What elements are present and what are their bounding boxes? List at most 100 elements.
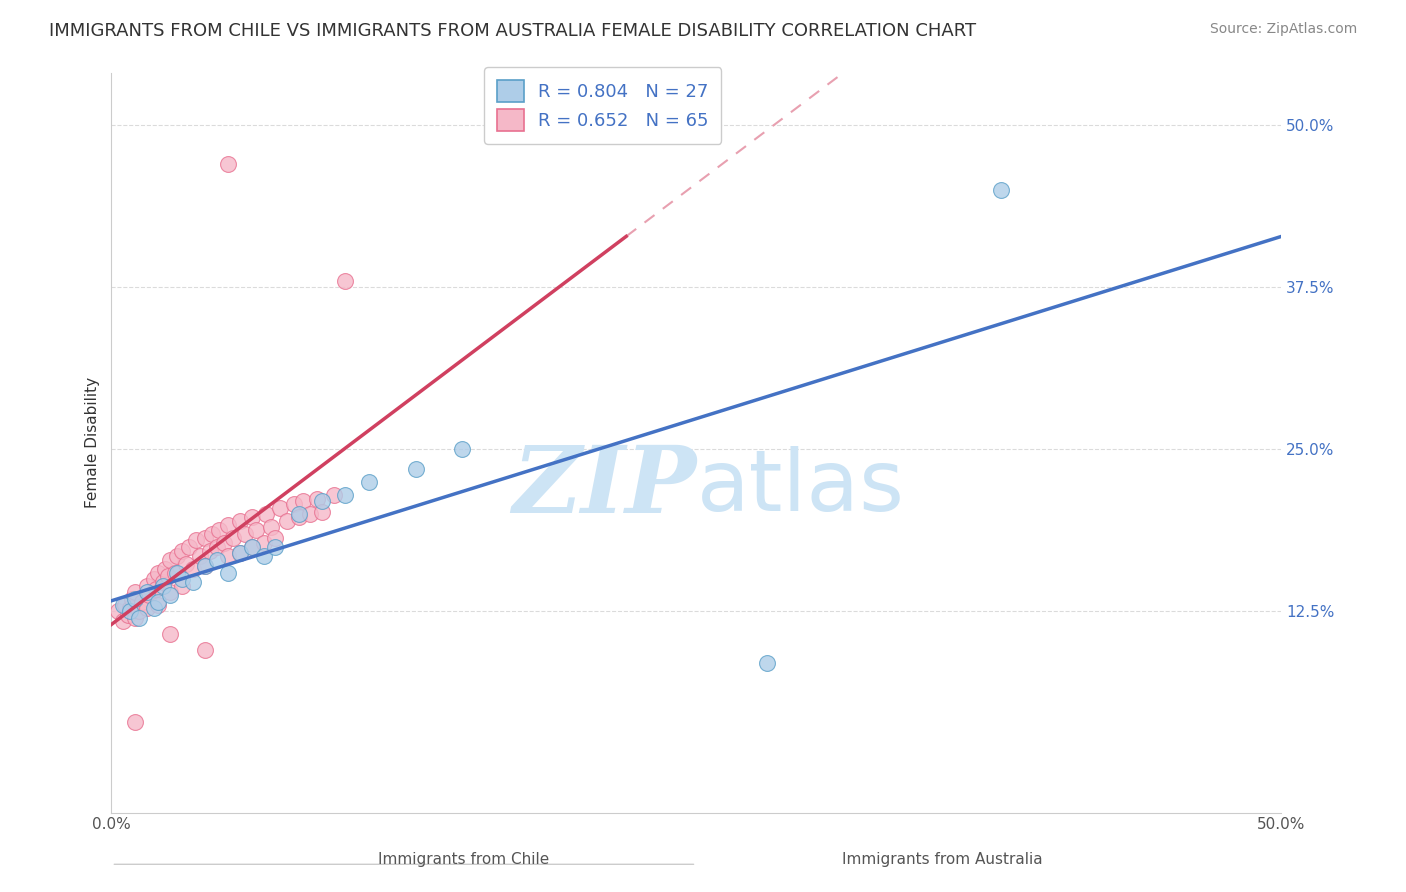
Point bbox=[112, 614, 135, 628]
Y-axis label: Female Disability: Female Disability bbox=[86, 377, 100, 508]
Text: Immigrants from Chile: Immigrants from Chile bbox=[378, 852, 550, 867]
Point bbox=[233, 526, 256, 541]
Point bbox=[194, 643, 217, 657]
Point bbox=[135, 600, 157, 615]
Point bbox=[148, 598, 170, 612]
Point bbox=[148, 595, 170, 609]
Point bbox=[205, 552, 228, 566]
Point bbox=[155, 562, 177, 576]
Point bbox=[201, 526, 224, 541]
Point bbox=[259, 520, 281, 534]
Point bbox=[755, 657, 778, 671]
Point bbox=[163, 566, 186, 580]
Point bbox=[135, 585, 157, 599]
Point bbox=[184, 533, 207, 548]
Point bbox=[276, 514, 298, 528]
Point bbox=[229, 546, 252, 560]
Point bbox=[121, 591, 143, 606]
Point bbox=[240, 540, 263, 554]
Point bbox=[131, 595, 153, 609]
Point bbox=[194, 559, 217, 574]
Point bbox=[152, 574, 174, 589]
Point bbox=[166, 566, 188, 580]
Point bbox=[335, 274, 357, 288]
Point bbox=[159, 552, 181, 566]
Point bbox=[107, 605, 129, 619]
Point bbox=[120, 605, 142, 619]
Point bbox=[194, 531, 217, 545]
Point bbox=[990, 183, 1012, 197]
Point bbox=[159, 588, 181, 602]
Point bbox=[405, 462, 427, 476]
Point bbox=[135, 578, 157, 592]
Point bbox=[357, 475, 380, 489]
Point bbox=[451, 442, 474, 457]
Legend: R = 0.804   N = 27, R = 0.652   N = 65: R = 0.804 N = 27, R = 0.652 N = 65 bbox=[484, 68, 721, 144]
Point bbox=[287, 507, 309, 521]
Point bbox=[217, 157, 239, 171]
Point bbox=[124, 585, 146, 599]
Point bbox=[114, 598, 136, 612]
Point bbox=[229, 546, 252, 560]
Point bbox=[142, 600, 165, 615]
Point bbox=[159, 585, 181, 599]
Point bbox=[311, 505, 333, 519]
Point bbox=[181, 562, 204, 576]
Text: Immigrants from Australia: Immigrants from Australia bbox=[842, 852, 1042, 867]
Point bbox=[322, 488, 344, 502]
Point bbox=[222, 531, 245, 545]
Point bbox=[264, 540, 287, 554]
Point bbox=[124, 611, 146, 625]
Point bbox=[117, 608, 139, 623]
Point bbox=[170, 543, 193, 558]
Point bbox=[252, 549, 274, 563]
Point bbox=[335, 488, 357, 502]
Text: atlas: atlas bbox=[696, 446, 904, 529]
Point bbox=[287, 509, 309, 524]
Point bbox=[254, 507, 277, 521]
Point bbox=[145, 582, 167, 597]
Point bbox=[283, 497, 305, 511]
Point bbox=[142, 572, 165, 586]
Point bbox=[299, 507, 322, 521]
Point bbox=[217, 566, 239, 580]
Point bbox=[311, 494, 333, 508]
Text: Source: ZipAtlas.com: Source: ZipAtlas.com bbox=[1209, 22, 1357, 37]
Point bbox=[181, 574, 204, 589]
Text: ZIP: ZIP bbox=[512, 442, 696, 533]
Point bbox=[208, 523, 231, 537]
Point bbox=[292, 494, 315, 508]
Text: IMMIGRANTS FROM CHILE VS IMMIGRANTS FROM AUSTRALIA FEMALE DISABILITY CORRELATION: IMMIGRANTS FROM CHILE VS IMMIGRANTS FROM… bbox=[49, 22, 976, 40]
Point bbox=[166, 549, 188, 563]
Point bbox=[112, 598, 135, 612]
Point bbox=[307, 491, 329, 506]
Point bbox=[217, 549, 239, 563]
Point bbox=[188, 549, 211, 563]
Point bbox=[217, 517, 239, 532]
Point bbox=[124, 714, 146, 729]
Point bbox=[198, 543, 221, 558]
Point bbox=[170, 572, 193, 586]
Point bbox=[194, 559, 217, 574]
Point bbox=[245, 523, 267, 537]
Point bbox=[128, 611, 150, 625]
Point bbox=[174, 557, 197, 571]
Point bbox=[152, 578, 174, 592]
Point bbox=[120, 600, 142, 615]
Point bbox=[212, 535, 235, 549]
Point bbox=[252, 535, 274, 549]
Point bbox=[170, 578, 193, 592]
Point bbox=[156, 569, 179, 583]
Point bbox=[240, 509, 263, 524]
Point bbox=[124, 591, 146, 606]
Point bbox=[177, 540, 200, 554]
Point bbox=[269, 500, 291, 515]
Point bbox=[229, 514, 252, 528]
Point bbox=[138, 588, 160, 602]
Point bbox=[264, 531, 287, 545]
Point bbox=[205, 540, 228, 554]
Point bbox=[148, 566, 170, 580]
Point bbox=[128, 605, 150, 619]
Point bbox=[159, 626, 181, 640]
Point bbox=[240, 540, 263, 554]
